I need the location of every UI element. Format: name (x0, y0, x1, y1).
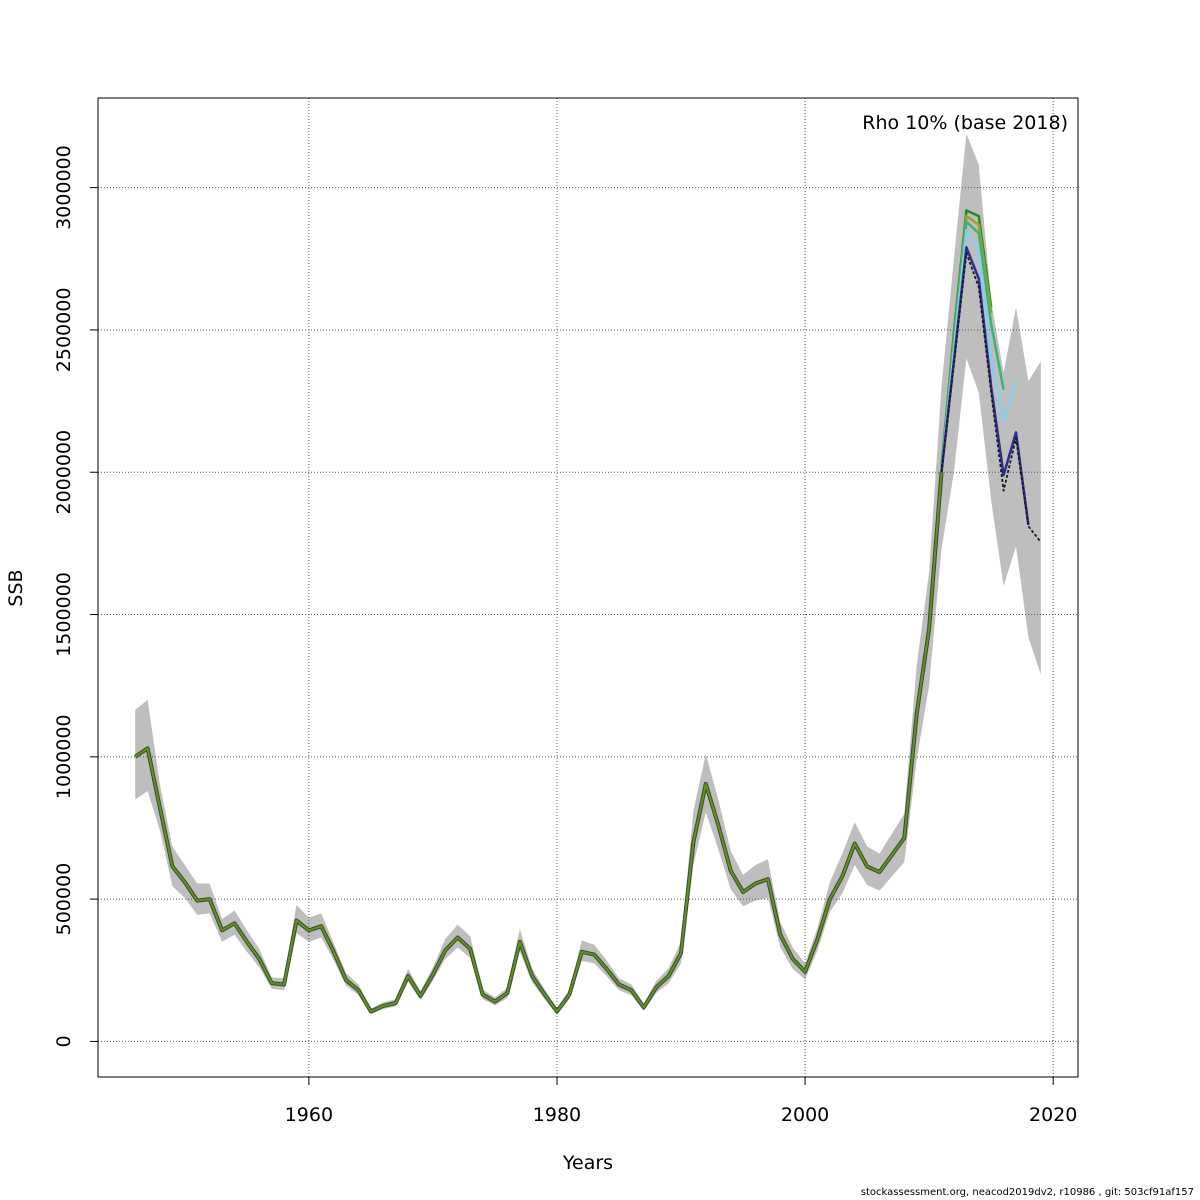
chart-annotation: Rho 10% (base 2018) (862, 112, 1068, 134)
series-lines (134, 209, 1042, 1014)
y-axis-title: SSB (5, 569, 27, 606)
x-tick-label-1960: 1960 (285, 1104, 333, 1126)
base-confidence-band (941, 133, 1041, 675)
y-tick-label-1000000: 1000000 (53, 714, 75, 799)
x-tick-label-1980: 1980 (533, 1104, 581, 1126)
historical-confidence-band (135, 386, 942, 1015)
y-tick-label-2000000: 2000000 (53, 430, 75, 515)
x-tick-label-2000: 2000 (781, 1104, 829, 1126)
confidence-bands (135, 133, 1041, 1015)
x-tick-label-2020: 2020 (1029, 1104, 1077, 1126)
footer-credit: stockassessment.org, neacod2019dv2, r109… (860, 1187, 1194, 1198)
historical-ssb-line (134, 472, 943, 1013)
y-tick-label-1500000: 1500000 (53, 572, 75, 657)
base-ssb-line (940, 252, 1042, 543)
x-axis: 1960 1980 2000 2020 (285, 1077, 1077, 1126)
y-axis: 0 500000 1000000 1500000 2000000 2500000 30000… (53, 145, 98, 1047)
y-tick-label-3000000: 3000000 (53, 145, 75, 230)
y-tick-label-500000: 500000 (53, 863, 75, 936)
y-tick-label-2500000: 2500000 (53, 288, 75, 373)
x-axis-title: Years (562, 1152, 613, 1174)
y-tick-label-0: 0 (53, 1035, 75, 1047)
grid-lines (98, 98, 1078, 1077)
plot-frame (97, 97, 1079, 1078)
